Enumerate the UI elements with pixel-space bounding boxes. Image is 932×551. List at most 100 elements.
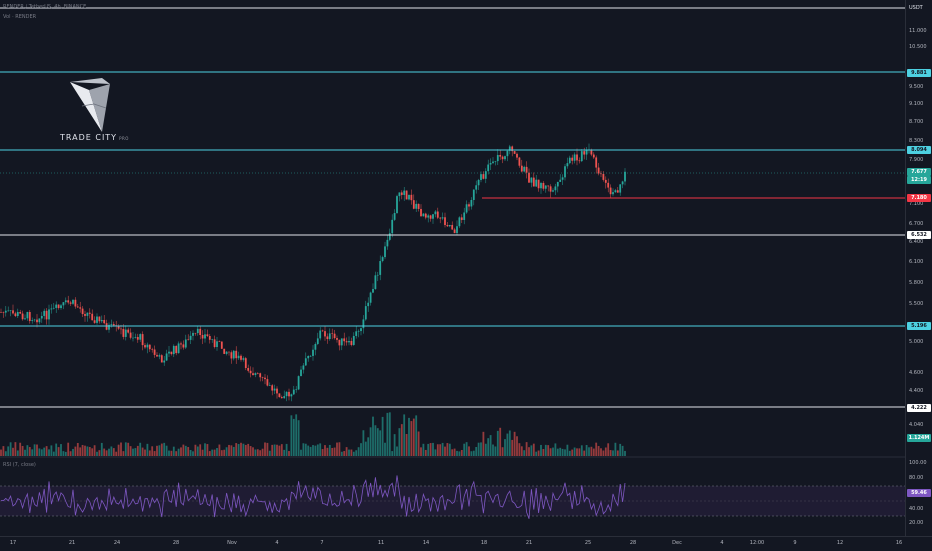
- candle-body: [367, 302, 370, 307]
- symbol-header[interactable]: RENDER / TetherUS, 4h, BINANCE: [3, 4, 87, 10]
- candle-body: [379, 261, 382, 275]
- candle-body: [307, 355, 310, 359]
- volume-bar: [549, 448, 552, 456]
- volume-bar: [79, 447, 82, 456]
- candle-body: [264, 377, 266, 380]
- candle-body: [384, 246, 386, 258]
- candle-body: [319, 330, 322, 339]
- price-tick: 5.800: [909, 280, 924, 286]
- volume-bar: [525, 442, 528, 456]
- volume-bar: [446, 443, 449, 456]
- volume-bar: [21, 445, 24, 456]
- volume-bar: [249, 446, 252, 456]
- volume-bar: [252, 447, 254, 456]
- candle-body: [276, 388, 278, 394]
- level-tag-6532[interactable]: 6.532: [907, 231, 931, 239]
- candle-body: [240, 355, 242, 360]
- time-label: Nov: [227, 540, 237, 546]
- candle-body: [328, 333, 331, 340]
- volume-bar: [547, 445, 550, 456]
- volume-bar: [0, 449, 2, 456]
- volume-bar: [422, 443, 425, 456]
- volume-bar: [619, 443, 622, 456]
- volume-bar: [228, 444, 230, 456]
- currency-label[interactable]: USDT: [909, 5, 923, 11]
- candle-body: [369, 292, 372, 303]
- candle-body: [156, 354, 158, 357]
- logo-text: TRADE CITY PRO: [60, 133, 129, 142]
- price-axis[interactable]: USDT 11.000 10.500 9.500 9.100 8.700 8.3…: [905, 0, 932, 536]
- candle-body: [566, 163, 569, 167]
- volume-bar: [590, 446, 593, 456]
- candle-body: [16, 311, 19, 317]
- volume-bar: [213, 449, 216, 456]
- last-price-tag[interactable]: 7.677: [907, 168, 931, 176]
- volume-bar: [333, 447, 336, 456]
- volume-bar: [72, 448, 74, 456]
- volume-bar: [211, 449, 214, 456]
- candle-body: [496, 155, 499, 162]
- rsi-tick: 80.00: [909, 475, 924, 481]
- level-tag-4222[interactable]: 4.222: [907, 404, 931, 412]
- volume-header[interactable]: Vol · RENDER: [3, 14, 37, 20]
- candle-body: [602, 173, 605, 180]
- time-label: 28: [172, 540, 180, 546]
- candle-body: [446, 225, 449, 227]
- candle-body: [295, 389, 298, 391]
- volume-bar: [595, 442, 598, 456]
- candle-body: [441, 217, 444, 219]
- volume-bar: [336, 442, 338, 456]
- candle-body: [242, 358, 245, 360]
- volume-bar: [216, 448, 218, 456]
- candle-body: [62, 302, 65, 306]
- candle-body: [21, 313, 24, 320]
- candle-body: [74, 299, 77, 307]
- candle-body: [96, 316, 98, 323]
- price-tick: 7.900: [909, 157, 924, 163]
- volume-bar: [38, 448, 41, 456]
- candle-body: [232, 350, 235, 359]
- volume-tag[interactable]: 1.124M: [907, 434, 931, 442]
- volume-bar: [328, 444, 331, 456]
- volume-bar: [103, 448, 106, 456]
- candle-body: [619, 184, 622, 193]
- candle-body: [196, 328, 199, 334]
- candle-body: [492, 161, 494, 164]
- chart-area[interactable]: RENDER / TetherUS, 4h, BINANCE Vol · REN…: [0, 0, 905, 536]
- candle-body: [475, 185, 478, 190]
- rsi-value-tag[interactable]: 59.46: [907, 489, 931, 497]
- volume-bar: [36, 444, 38, 456]
- candle-body: [206, 334, 209, 337]
- volume-bar: [156, 445, 158, 456]
- volume-bar: [489, 435, 492, 456]
- level-tag-5196[interactable]: 5.196: [907, 322, 931, 330]
- level-tag-9881[interactable]: 9.881: [907, 69, 931, 77]
- candle-body: [139, 334, 142, 340]
- price-chart[interactable]: [0, 0, 905, 536]
- time-axis[interactable]: 17 21 24 28 Nov 4 7 11 14 18 21 25 28 De…: [0, 536, 932, 551]
- level-tag-8094[interactable]: 8.094: [907, 146, 931, 154]
- candle-body: [216, 341, 218, 348]
- candle-body: [621, 181, 624, 185]
- volume-bar: [124, 442, 127, 456]
- volume-bar: [420, 447, 422, 456]
- candle-body: [158, 355, 161, 357]
- volume-bar: [302, 443, 305, 456]
- volume-bar: [520, 446, 523, 456]
- volume-bar: [340, 451, 343, 456]
- volume-bar: [24, 449, 26, 456]
- level-tag-7180[interactable]: 7.180: [907, 194, 931, 202]
- volume-bar: [259, 450, 262, 456]
- volume-bar: [568, 450, 571, 456]
- time-label: 4: [275, 540, 279, 546]
- rsi-label[interactable]: RSI (7, close): [3, 462, 36, 468]
- candle-body: [576, 154, 578, 161]
- volume-bar: [43, 447, 46, 456]
- volume-bar: [513, 431, 516, 456]
- candle-body: [168, 351, 170, 354]
- candle-body: [408, 194, 410, 200]
- candle-body: [55, 304, 58, 308]
- candle-body: [225, 351, 228, 354]
- volume-bar: [468, 446, 470, 456]
- volume-bar: [264, 442, 266, 456]
